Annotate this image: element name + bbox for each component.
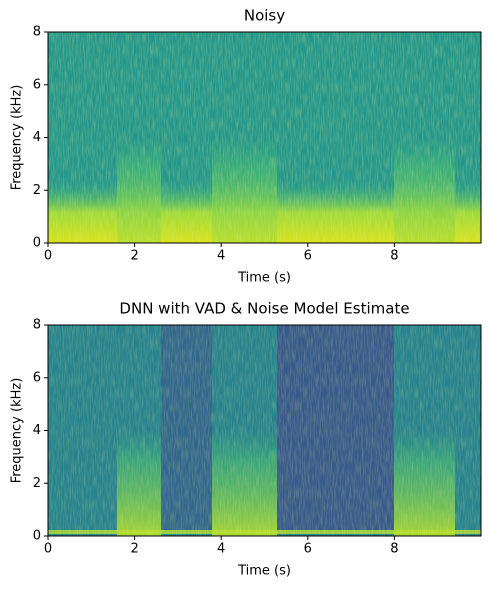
y-axis-label: Frequency (kHz) <box>10 378 25 484</box>
y-tick-label: 4 <box>33 130 41 145</box>
x-axis-label: Time (s) <box>237 564 291 579</box>
x-tick-label: 2 <box>130 542 138 557</box>
y-axis-label: Frequency (kHz) <box>10 85 25 191</box>
x-tick-label: 4 <box>217 542 225 557</box>
x-tick-label: 6 <box>304 542 312 557</box>
y-tick-label: 8 <box>33 318 41 333</box>
x-tick-label: 8 <box>390 249 398 264</box>
x-tick-label: 2 <box>130 249 138 264</box>
y-tick-label: 2 <box>33 183 41 198</box>
x-tick-label: 8 <box>390 542 398 557</box>
x-tick-label: 0 <box>44 542 52 557</box>
y-tick-label: 0 <box>33 236 41 251</box>
y-tick-label: 4 <box>33 423 41 438</box>
x-tick-label: 0 <box>44 249 52 264</box>
y-tick-label: 8 <box>33 25 41 40</box>
x-tick-label: 6 <box>304 249 312 264</box>
spectrogram-image <box>48 325 481 536</box>
y-tick-label: 0 <box>33 529 41 544</box>
y-tick-label: 2 <box>33 476 41 491</box>
spectrogram-image <box>48 32 481 243</box>
chart-title: Noisy <box>244 7 285 25</box>
y-tick-label: 6 <box>33 370 41 385</box>
x-axis-label: Time (s) <box>237 271 291 286</box>
x-tick-label: 4 <box>217 249 225 264</box>
chart-title: DNN with VAD & Noise Model Estimate <box>119 300 409 318</box>
y-tick-label: 6 <box>33 77 41 92</box>
